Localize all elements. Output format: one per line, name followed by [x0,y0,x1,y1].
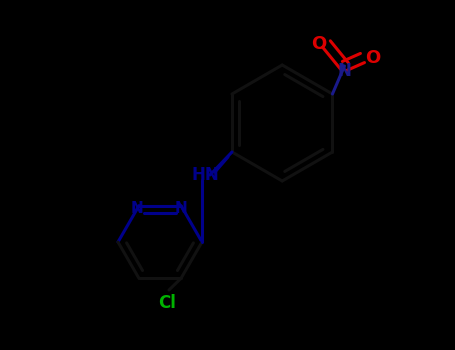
Text: Cl: Cl [158,294,176,312]
Text: N: N [131,201,143,216]
Text: O: O [365,49,380,67]
Text: N: N [175,201,187,216]
Text: HN: HN [191,166,219,184]
Text: N: N [338,62,351,80]
Text: O: O [311,35,326,53]
